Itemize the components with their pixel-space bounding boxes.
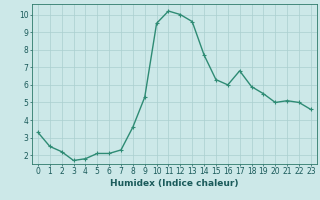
- X-axis label: Humidex (Indice chaleur): Humidex (Indice chaleur): [110, 179, 239, 188]
